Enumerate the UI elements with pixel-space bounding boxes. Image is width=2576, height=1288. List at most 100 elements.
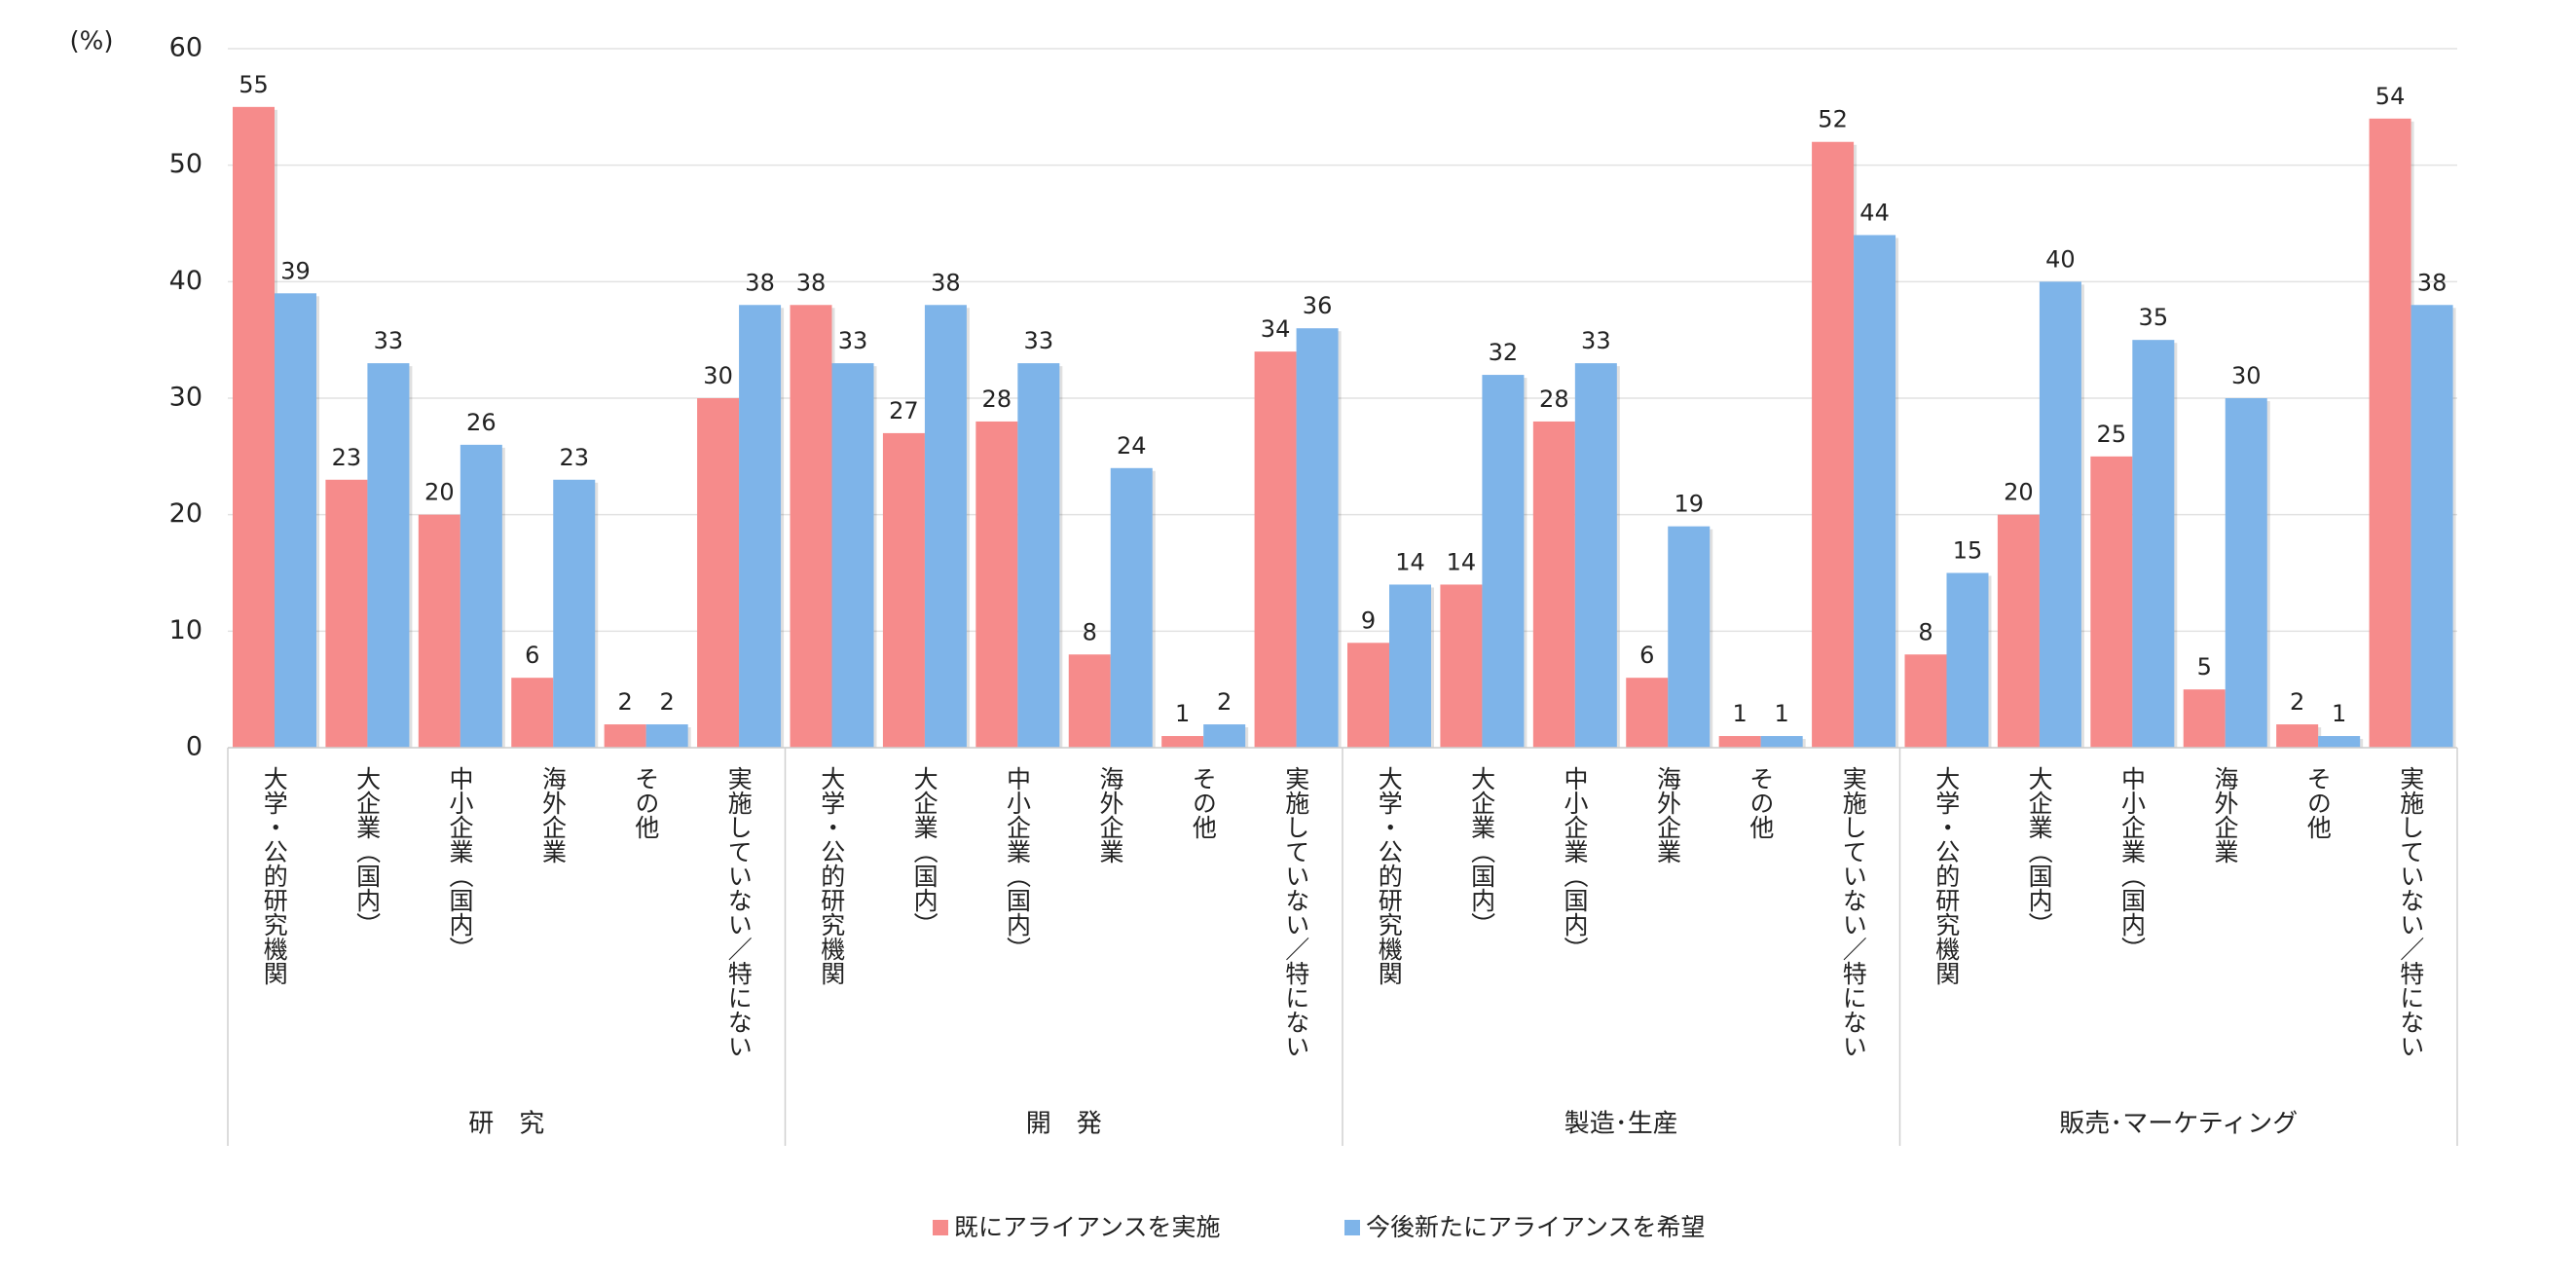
value-label: 23 (332, 444, 362, 471)
x-tick-label: 大企業（国内） (1468, 766, 1496, 937)
bar (1482, 375, 1525, 748)
bar (1574, 363, 1617, 748)
bar (1347, 643, 1389, 748)
value-label: 26 (466, 409, 497, 436)
value-label: 28 (982, 386, 1012, 413)
bar (1532, 421, 1575, 748)
bar (1068, 654, 1111, 748)
value-label: 1 (1775, 700, 1789, 727)
bar (275, 293, 316, 748)
legend-label: 今後新たにアライアンスを希望 (1366, 1213, 1706, 1241)
bar (697, 398, 740, 748)
bar (1017, 363, 1060, 748)
bar (1110, 467, 1153, 748)
legend-label: 既にアライアンスを実施 (954, 1213, 1221, 1241)
x-tick-label: 中小企業（国内） (1004, 766, 1032, 961)
bar (1440, 584, 1483, 748)
x-tick-label: 大学・公的研究機関 (260, 766, 288, 985)
bar (2183, 689, 2226, 748)
value-label: 27 (889, 397, 919, 424)
bar (1997, 514, 2040, 748)
bar (1161, 736, 1204, 748)
value-label: 20 (424, 479, 455, 506)
x-tick-label: 実施していない／特にない (1282, 766, 1310, 1058)
bar (2318, 736, 2361, 748)
value-label: 28 (1539, 386, 1569, 413)
value-label: 5 (2197, 653, 2212, 681)
value-label: 1 (2332, 700, 2346, 727)
legend-swatch (933, 1220, 948, 1235)
value-label: 1 (1175, 700, 1190, 727)
x-tick-label: その他 (2303, 766, 2332, 839)
bar (1203, 724, 1246, 748)
bar (1626, 678, 1669, 748)
x-tick-label: 海外企業 (538, 766, 567, 864)
x-tick-label: 実施していない／特にない (1839, 766, 1867, 1058)
value-label: 23 (559, 444, 589, 471)
y-tick-label: 20 (169, 498, 202, 529)
bar (1904, 654, 1947, 748)
bar (975, 421, 1018, 748)
bar (2090, 456, 2133, 748)
bar (2410, 305, 2453, 748)
value-label: 34 (1261, 315, 1291, 343)
value-label: 1 (1733, 700, 1748, 727)
bar (1854, 235, 1896, 748)
value-label: 2 (2290, 688, 2304, 716)
value-label: 2 (1217, 688, 1232, 716)
bar (553, 479, 596, 748)
x-tick-label: 海外企業 (1096, 766, 1124, 864)
value-label: 20 (2004, 479, 2034, 506)
value-label: 35 (2139, 304, 2169, 331)
value-label: 8 (1918, 618, 1932, 645)
group-label: 開 発 (1026, 1110, 1102, 1139)
value-label: 36 (1303, 292, 1333, 319)
bar (2225, 398, 2267, 748)
bar (1254, 351, 1297, 748)
y-tick-label: 10 (169, 615, 202, 645)
value-label: 2 (660, 688, 675, 716)
bar (2039, 281, 2081, 748)
value-label: 32 (1489, 339, 1519, 366)
value-label: 38 (745, 269, 775, 296)
value-label: 33 (1581, 327, 1611, 354)
x-tick-label: 大学・公的研究機関 (1932, 766, 1961, 985)
bar (460, 444, 502, 748)
x-tick-label: 実施していない／特にない (724, 766, 753, 1058)
x-tick-label: 海外企業 (1653, 766, 1681, 864)
bar (367, 363, 410, 748)
value-label: 14 (1395, 548, 1425, 575)
bar (325, 479, 368, 748)
bar (924, 305, 967, 748)
value-label: 24 (1117, 432, 1147, 460)
bar (1946, 572, 1989, 748)
x-tick-label: 大学・公的研究機関 (818, 766, 846, 985)
x-tick-label: その他 (1189, 766, 1217, 839)
y-tick-label: 30 (169, 383, 202, 413)
bar (739, 305, 782, 748)
value-label: 15 (1953, 537, 1983, 565)
bar (1668, 526, 1711, 748)
bar (233, 106, 275, 749)
value-label: 33 (374, 327, 404, 354)
value-label: 44 (1859, 199, 1890, 226)
value-label: 6 (525, 642, 539, 669)
x-tick-label: 中小企業（国内） (1561, 766, 1589, 961)
bar (882, 432, 925, 748)
bar (2369, 118, 2411, 749)
y-axis-label: (%) (70, 27, 114, 56)
bar (604, 724, 646, 748)
value-label: 40 (2045, 245, 2076, 273)
value-label: 19 (1674, 491, 1704, 518)
x-tick-label: 中小企業（国内） (2118, 766, 2147, 961)
value-label: 39 (280, 257, 311, 284)
value-label: 6 (1639, 642, 1654, 669)
value-label: 38 (931, 269, 961, 296)
x-tick-label: 大企業（国内） (353, 766, 382, 937)
x-tick-label: 大学・公的研究機関 (1375, 766, 1403, 985)
x-tick-label: その他 (1747, 766, 1775, 839)
x-tick-label: 実施していない／特にない (2397, 766, 2425, 1058)
value-label: 30 (2231, 362, 2262, 389)
y-tick-label: 60 (169, 33, 202, 63)
